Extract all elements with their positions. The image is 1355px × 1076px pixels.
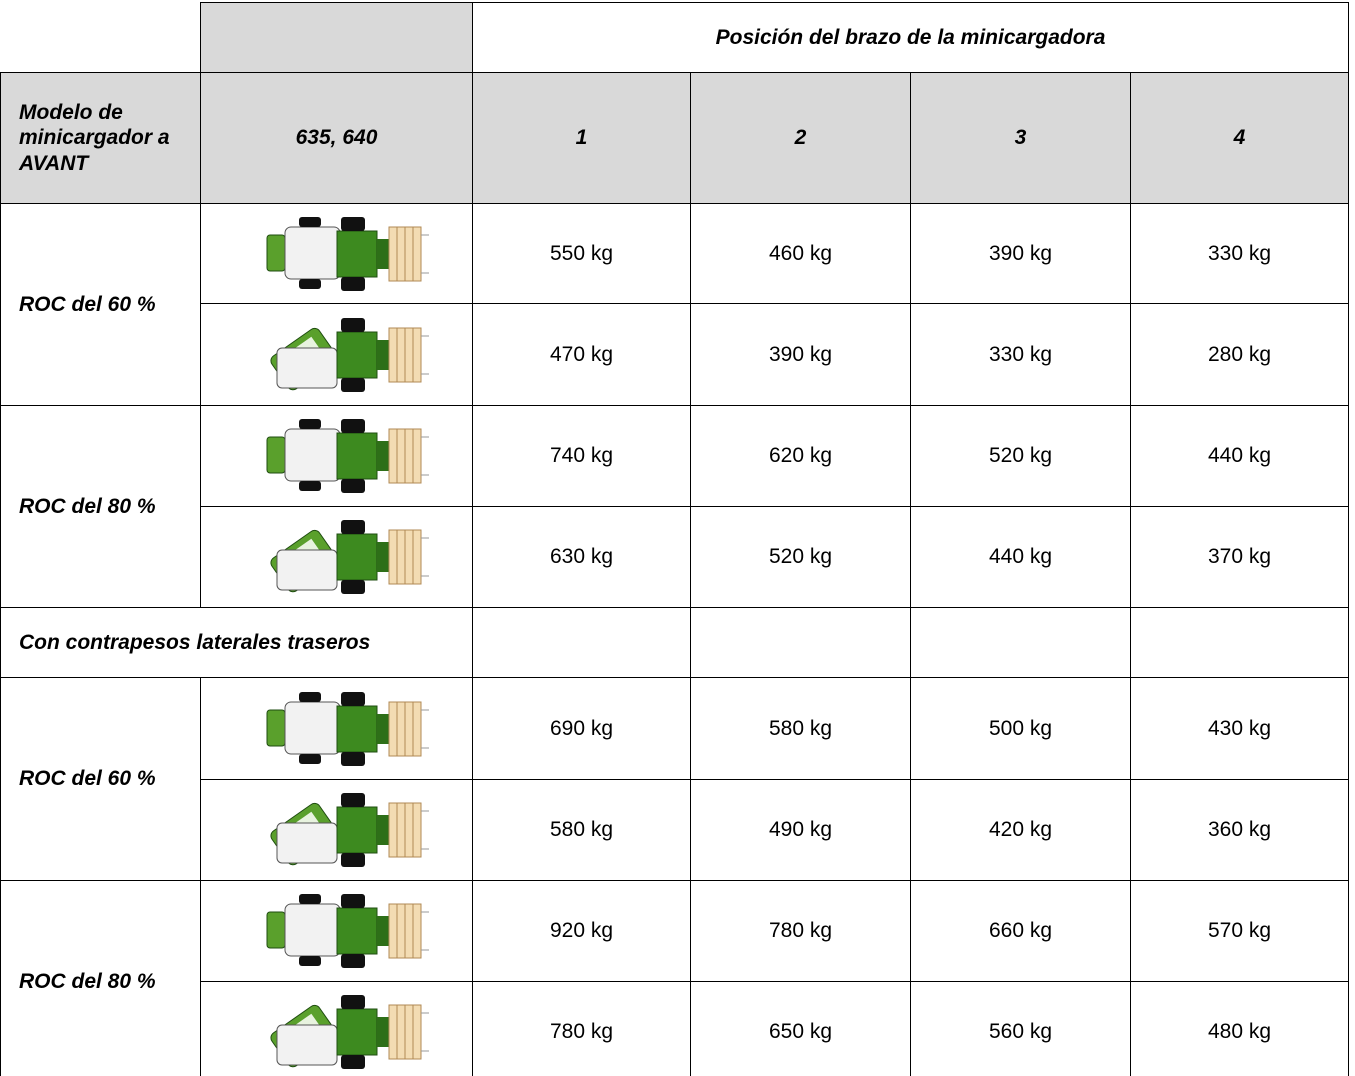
header-blank	[200, 2, 473, 73]
group-label: ROC del 80 %	[0, 405, 201, 608]
loader-image	[200, 981, 473, 1076]
load-value: 430 kg	[1130, 677, 1349, 780]
model-value: 635, 640	[200, 72, 473, 204]
position-header: 2	[690, 72, 911, 204]
load-value: 470 kg	[472, 303, 691, 406]
loader-icon	[266, 216, 429, 291]
load-value: 500 kg	[910, 677, 1131, 780]
load-value: 360 kg	[1130, 779, 1349, 881]
load-value: 780 kg	[690, 880, 911, 982]
empty-cell	[910, 607, 1131, 678]
group-label: ROC del 60 %	[0, 677, 201, 881]
position-header: 4	[1130, 72, 1349, 204]
load-value: 390 kg	[910, 203, 1131, 304]
load-value: 280 kg	[1130, 303, 1349, 406]
load-value: 330 kg	[1130, 203, 1349, 304]
load-value: 780 kg	[472, 981, 691, 1076]
load-value: 740 kg	[472, 405, 691, 507]
load-value: 620 kg	[690, 405, 911, 507]
loader-icon	[266, 419, 429, 493]
group-label: ROC del 60 %	[0, 203, 201, 406]
load-value: 520 kg	[690, 506, 911, 608]
load-value: 580 kg	[690, 677, 911, 780]
loader-image	[200, 880, 473, 982]
loader-image	[200, 779, 473, 881]
load-value: 440 kg	[910, 506, 1131, 608]
loader-image	[200, 203, 473, 304]
loader-icon	[269, 995, 429, 1069]
loader-icon	[266, 691, 429, 766]
load-value: 390 kg	[690, 303, 911, 406]
loader-image	[200, 405, 473, 507]
load-value: 460 kg	[690, 203, 911, 304]
empty-cell	[1130, 607, 1349, 678]
load-value: 580 kg	[472, 779, 691, 881]
position-header: 3	[910, 72, 1131, 204]
load-value: 370 kg	[1130, 506, 1349, 608]
loader-image	[200, 506, 473, 608]
load-value: 420 kg	[910, 779, 1131, 881]
loader-icon	[269, 317, 429, 392]
load-value: 560 kg	[910, 981, 1131, 1076]
loader-icon	[269, 520, 429, 594]
load-value: 630 kg	[472, 506, 691, 608]
counterweight-label: Con contrapesos laterales traseros	[0, 607, 473, 678]
load-value: 480 kg	[1130, 981, 1349, 1076]
load-value: 330 kg	[910, 303, 1131, 406]
model-label: Modelo de minicargador a AVANT	[0, 72, 201, 204]
empty-cell	[472, 607, 691, 678]
load-value: 490 kg	[690, 779, 911, 881]
load-value: 690 kg	[472, 677, 691, 780]
load-value: 440 kg	[1130, 405, 1349, 507]
loader-icon	[266, 894, 429, 968]
load-value: 920 kg	[472, 880, 691, 982]
loader-icon	[269, 793, 429, 867]
load-value: 520 kg	[910, 405, 1131, 507]
header-title: Posición del brazo de la minicargadora	[472, 2, 1349, 73]
load-value: 650 kg	[690, 981, 911, 1076]
load-value: 570 kg	[1130, 880, 1349, 982]
load-value: 550 kg	[472, 203, 691, 304]
empty-cell	[690, 607, 911, 678]
loader-image	[200, 677, 473, 780]
position-header: 1	[472, 72, 691, 204]
loader-image	[200, 303, 473, 406]
load-value: 660 kg	[910, 880, 1131, 982]
group-label: ROC del 80 %	[0, 880, 201, 1076]
